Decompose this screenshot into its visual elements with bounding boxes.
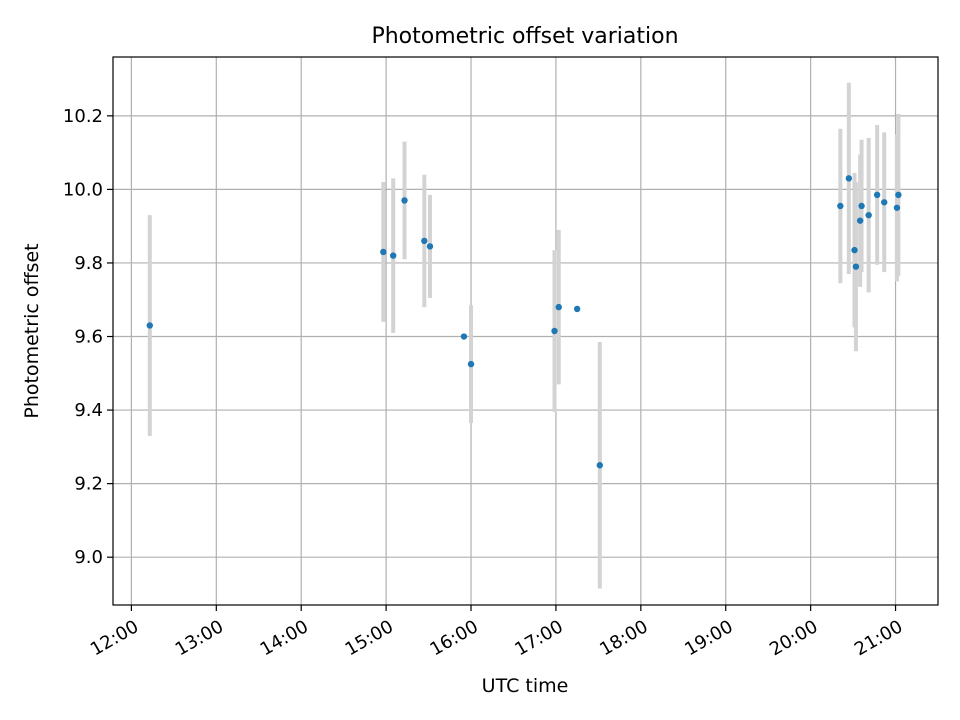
data-point xyxy=(596,462,603,469)
y-tick-label: 9.8 xyxy=(74,253,103,274)
data-point xyxy=(467,360,475,368)
data-point xyxy=(573,305,581,313)
data-point xyxy=(856,217,864,224)
data-point xyxy=(881,199,888,206)
data-point xyxy=(380,248,387,256)
y-tick-label: 9.4 xyxy=(74,400,103,421)
y-tick-label: 9.0 xyxy=(74,547,103,568)
data-point xyxy=(460,333,468,340)
chart-title: Photometric offset variation xyxy=(371,24,678,49)
data-point xyxy=(865,211,872,219)
y-tick-label: 10.2 xyxy=(63,106,103,127)
data-point xyxy=(389,252,397,259)
data-point xyxy=(551,327,558,335)
data-point xyxy=(852,263,860,270)
y-axis-label: Photometric offset xyxy=(21,243,43,418)
data-point xyxy=(858,202,865,210)
data-point xyxy=(426,243,434,250)
data-point xyxy=(401,197,408,204)
data-point xyxy=(845,175,853,182)
data-point xyxy=(421,237,428,245)
y-tick-label: 10.0 xyxy=(63,179,103,200)
y-tick-label: 9.6 xyxy=(74,327,103,348)
y-tick-label: 9.2 xyxy=(74,474,103,495)
data-point xyxy=(555,303,562,311)
data-point xyxy=(146,322,153,329)
data-point xyxy=(895,191,902,199)
data-point xyxy=(851,246,858,254)
plot-area-frame xyxy=(112,56,939,606)
data-point xyxy=(837,202,844,210)
data-points xyxy=(146,175,902,469)
data-point xyxy=(893,204,901,211)
data-point xyxy=(873,191,881,199)
x-axis-label: UTC time xyxy=(482,675,569,697)
